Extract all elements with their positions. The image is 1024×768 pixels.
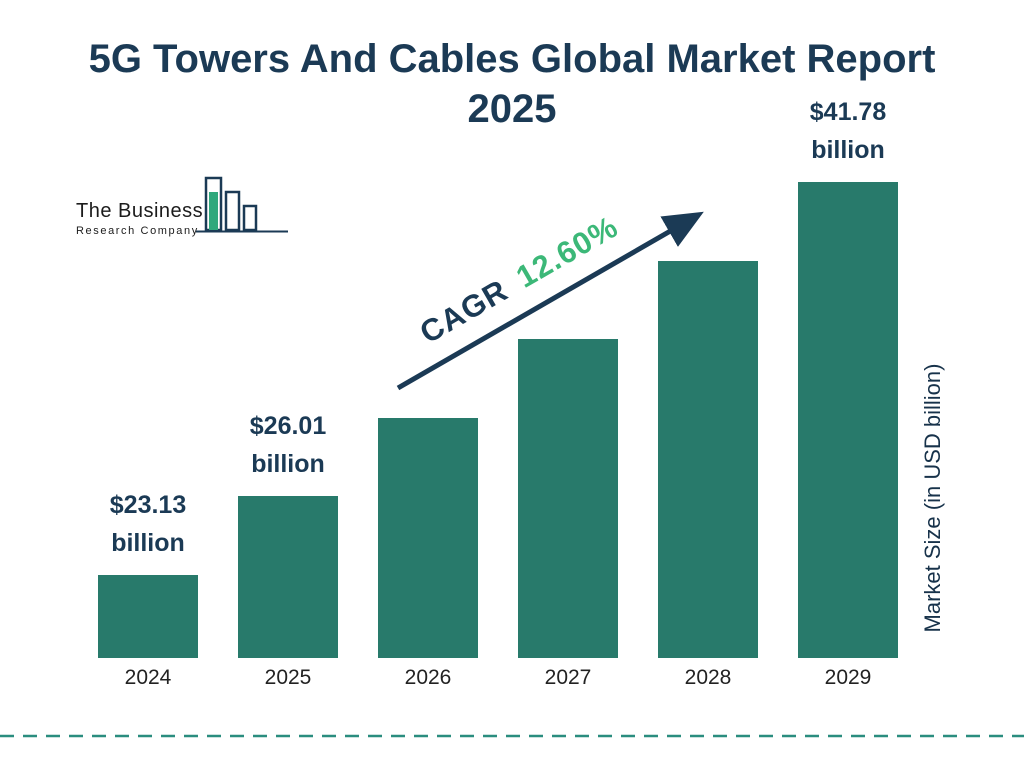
bar-2029 bbox=[798, 182, 898, 658]
bar-2027 bbox=[518, 339, 618, 658]
cagr-label: CAGR bbox=[413, 272, 514, 351]
x-label-2025: 2025 bbox=[264, 666, 312, 689]
logo-bar-chart-icon bbox=[196, 176, 288, 233]
bottom-divider bbox=[0, 734, 1024, 738]
x-label-2024: 2024 bbox=[124, 666, 172, 689]
logo-company-subtitle: Research Company bbox=[76, 225, 199, 237]
value-label-2024: $23.13 billion bbox=[109, 490, 187, 558]
logo-company-name: The Business bbox=[76, 200, 204, 222]
bar-2028 bbox=[658, 261, 758, 658]
bar-2025 bbox=[238, 496, 338, 658]
bar-2026 bbox=[378, 418, 478, 658]
cagr-annotation: CAGR12.60% bbox=[414, 209, 625, 351]
x-label-2026: 2026 bbox=[404, 666, 452, 689]
y-axis-label: Market Size (in USD billion) bbox=[920, 363, 945, 633]
x-label-2027: 2027 bbox=[544, 666, 592, 689]
value-label-2025: $26.01 billion bbox=[249, 411, 327, 479]
page-title: 5G Towers And Cables Global Market Repor… bbox=[88, 37, 936, 131]
x-label-2029: 2029 bbox=[824, 666, 872, 689]
x-label-2028: 2028 bbox=[684, 666, 732, 689]
cagr-value: 12.60% bbox=[510, 208, 625, 295]
value-label-2029: $41.78 billion bbox=[809, 97, 887, 165]
bar-2024 bbox=[98, 575, 198, 658]
company-logo: The Business Research Company bbox=[76, 200, 203, 237]
